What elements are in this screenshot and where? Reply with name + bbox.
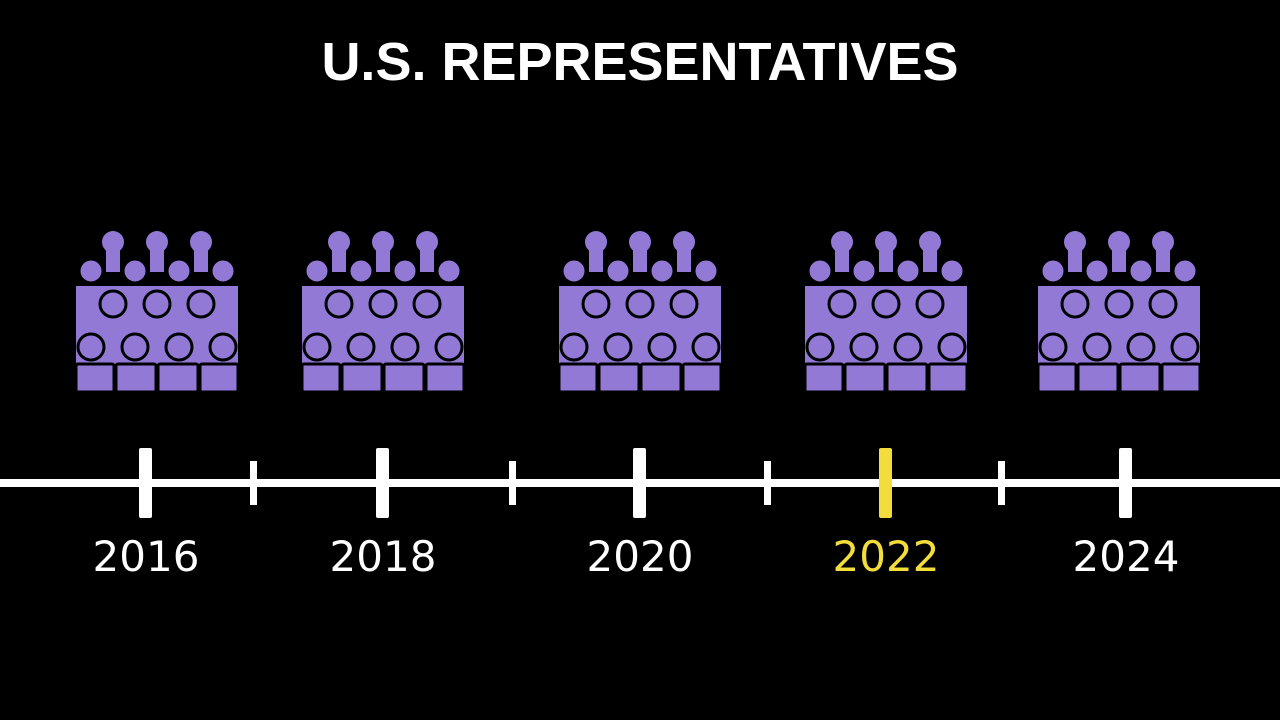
- minor-tick: [764, 461, 771, 505]
- year-label: 2018: [330, 532, 437, 581]
- minor-tick: [250, 461, 257, 505]
- minor-tick: [509, 461, 516, 505]
- crowd-icon: [805, 231, 967, 392]
- year-label: 2020: [587, 532, 694, 581]
- crowd-icon: [1038, 231, 1200, 392]
- title: U.S. REPRESENTATIVES: [321, 32, 958, 92]
- year-label: 2016: [93, 532, 200, 581]
- year-label: 2024: [1073, 532, 1180, 581]
- minor-tick: [998, 461, 1005, 505]
- major-tick-highlight: [879, 448, 892, 518]
- year-label-highlight: 2022: [833, 532, 940, 581]
- major-tick: [139, 448, 152, 518]
- crowd-icon: [76, 231, 238, 392]
- crowd-icon: [559, 231, 721, 392]
- crowd-icon: [302, 231, 464, 392]
- major-tick: [633, 448, 646, 518]
- major-tick: [1119, 448, 1132, 518]
- major-tick: [376, 448, 389, 518]
